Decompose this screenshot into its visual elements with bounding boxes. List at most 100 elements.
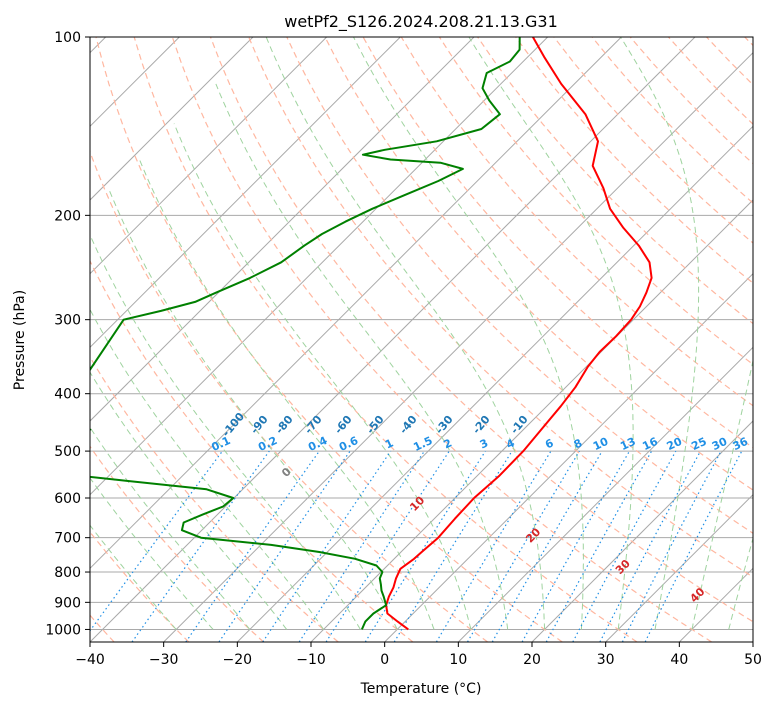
dry-adiabat-line (591, 37, 753, 204)
mixing-ratio-line (466, 450, 580, 642)
mixing-ratio-line (572, 450, 677, 642)
mixing-ratio-line (435, 450, 552, 642)
isotherm-line (384, 272, 753, 642)
dry-adiabat-line (209, 37, 753, 623)
dry-adiabat-line (286, 37, 753, 534)
moist-adiabat-line (138, 157, 435, 630)
moist-adiabat-line (90, 371, 288, 630)
isotherm-line (531, 420, 753, 642)
dry-adiabat-label: -90 (248, 413, 271, 437)
dry-adiabat-label: -70 (302, 413, 325, 437)
isotherm-line (163, 51, 753, 642)
dry-adiabat-line (95, 37, 563, 642)
y-tick-label: 100 (54, 30, 81, 46)
dry-adiabat-label: -30 (433, 413, 456, 437)
dry-adiabat-line (553, 37, 753, 244)
dry-adiabat-line (438, 37, 753, 366)
moist-adiabat-line (265, 37, 546, 630)
isotherm-line (90, 37, 622, 570)
x-tick-label: −10 (296, 652, 326, 668)
y-tick-label: 300 (54, 313, 81, 329)
mixing-ratio-label: 30 (710, 435, 730, 453)
mixing-ratio-line (185, 450, 320, 642)
x-tick-label: −30 (149, 652, 179, 668)
dry-adiabat-line (90, 355, 339, 642)
y-tick-label: 400 (54, 387, 81, 403)
isotherm-line (90, 37, 475, 422)
x-tick-label: 40 (670, 652, 688, 668)
y-tick-label: 200 (54, 208, 81, 224)
mixing-ratio-line (90, 450, 223, 632)
x-tick-label: 30 (597, 652, 615, 668)
dry-adiabat-label: -50 (364, 413, 387, 437)
moist-adiabat-label: 30 (613, 557, 633, 577)
mixing-ratio-label: 25 (689, 435, 708, 453)
temperature-profile-line (385, 37, 653, 631)
mixing-ratio-line (599, 450, 702, 642)
x-tick-label: 10 (449, 652, 467, 668)
moist-adiabat-line (468, 37, 634, 630)
dry-adiabat-line (133, 37, 638, 642)
y-tick-label: 700 (54, 531, 81, 547)
mixing-ratio-line (393, 450, 513, 642)
mixing-ratio-label: 10 (591, 435, 611, 453)
series-layer (90, 37, 653, 631)
dry-adiabat-line (90, 259, 414, 642)
y-axis-label: Pressure (hPa) (12, 290, 28, 390)
y-tick-label: 800 (54, 565, 81, 581)
moist-adiabat-line (90, 233, 361, 630)
moist-adiabat-label: 10 (407, 494, 427, 514)
dry-adiabat-label: -10 (508, 413, 531, 437)
chart-title: wetPf2_S126.2024.208.21.13.G31 (284, 12, 558, 32)
mixing-ratio-label: 16 (640, 435, 660, 453)
dewpoint-profile-line (90, 37, 521, 630)
moist-adiabat-line (728, 536, 753, 630)
isotherm-line (90, 37, 254, 201)
mixing-ratio-line (218, 450, 351, 642)
dry-adiabat-line (706, 37, 753, 86)
dry-adiabat-line (248, 37, 753, 578)
x-axis-label: Temperature (°C) (360, 681, 482, 697)
background-lines (90, 37, 753, 642)
x-axis: −40 −30 −20 −10 0 10 20 30 40 50 (75, 642, 762, 668)
dry-adiabat-line (515, 37, 753, 284)
isotherm-line (90, 37, 401, 349)
mixing-ratio-label: 36 (731, 435, 751, 453)
mixing-ratio-line (298, 450, 425, 642)
x-tick-label: −40 (75, 652, 105, 668)
dry-adiabat-label: -80 (273, 413, 296, 437)
dry-adiabat-line (90, 531, 190, 642)
moist-adiabat-label: 20 (523, 525, 543, 545)
y-tick-label: 1000 (45, 622, 81, 638)
isotherm-line (457, 346, 753, 642)
moist-adiabat-line (353, 37, 584, 630)
dry-adiabat-label: -20 (470, 413, 493, 437)
dry-adiabat-label: -60 (332, 413, 355, 437)
y-tick-label: 900 (54, 595, 81, 611)
y-axis: 100 200 300 400 500 600 700 800 900 1000 (45, 30, 90, 638)
dry-adiabat-label: -40 (397, 413, 420, 437)
isotherm-line (678, 567, 753, 642)
mixing-ratio-label: 20 (665, 435, 685, 453)
moist-adiabat-line (691, 358, 753, 630)
mixing-ratio-label: 2 (442, 436, 454, 451)
y-tick-label: 600 (54, 491, 81, 507)
dry-adiabat-line (667, 37, 753, 125)
plot-frame (89, 36, 754, 643)
moist-adiabat-line (90, 308, 324, 630)
y-tick-label: 500 (54, 444, 81, 460)
isotherm-line (605, 493, 753, 642)
mixing-ratio-line (325, 450, 450, 642)
x-tick-label: 20 (523, 652, 541, 668)
dry-adiabat-line (171, 37, 713, 642)
mixing-ratio-label: 3 (478, 436, 490, 451)
line-labels: 0.1 0.2 0.4 0.6 1 1.5 2 3 4 6 8 10 13 16 20 25 30 36-100-… (209, 410, 750, 605)
x-tick-label: 0 (380, 652, 389, 668)
isotherm-line (90, 37, 328, 275)
mixing-ratio-line (131, 450, 270, 642)
mixing-ratio-label: 13 (618, 435, 637, 453)
mixing-ratio-line (545, 450, 653, 642)
isotherm-line (90, 37, 696, 642)
mixing-ratio-label: 6 (543, 436, 556, 451)
